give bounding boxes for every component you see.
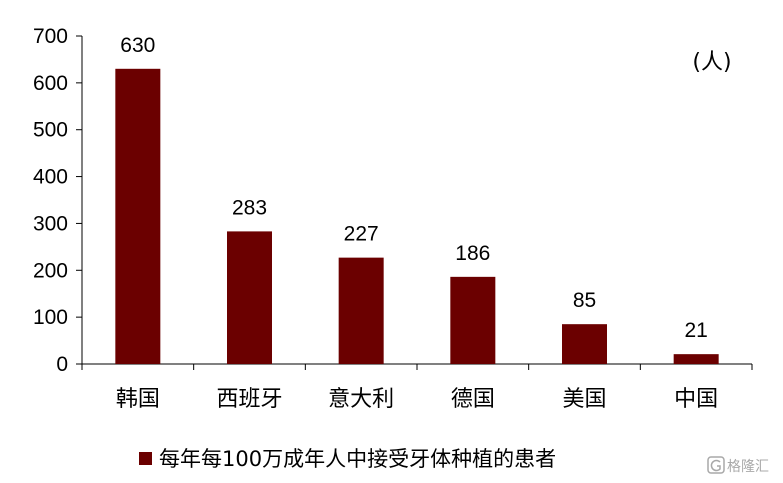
data-label: 85 <box>573 289 596 312</box>
bars <box>115 68 719 365</box>
y-tick-label: 100 <box>33 306 68 329</box>
data-labels: 630 283 227 186 85 21 <box>120 34 708 342</box>
y-tick-label: 400 <box>33 166 68 189</box>
watermark-text: 格隆汇 <box>727 459 769 475</box>
y-tick-label: 500 <box>33 119 68 142</box>
x-tick-label: 美国 <box>562 387 606 412</box>
x-tick-label: 西班牙 <box>216 387 282 412</box>
legend: 每年每100万成年人中接受牙体种植的患者 <box>139 447 556 471</box>
bar <box>673 354 719 364</box>
data-label: 283 <box>232 196 267 219</box>
bar <box>115 68 161 365</box>
unit-label: (人) <box>692 50 731 75</box>
bar <box>227 231 272 364</box>
bar <box>562 324 607 364</box>
x-tick-label: 韩国 <box>116 387 160 412</box>
legend-swatch <box>139 452 152 465</box>
data-label: 186 <box>455 242 490 265</box>
x-tick-label: 意大利 <box>328 387 394 412</box>
data-label: 630 <box>120 34 155 57</box>
y-tick-label: 700 <box>33 25 68 48</box>
legend-label: 每年每100万成年人中接受牙体种植的患者 <box>159 447 556 471</box>
x-tick-label: 德国 <box>451 387 495 412</box>
bar <box>450 276 496 364</box>
y-tick-label: 600 <box>33 72 68 95</box>
data-label: 227 <box>344 223 379 246</box>
x-tick-label: 中国 <box>674 387 718 412</box>
y-axis: 0 100 200 300 400 500 600 700 <box>33 25 83 376</box>
x-axis: 韩国 西班牙 意大利 德国 美国 中国 <box>81 363 753 412</box>
y-tick-label: 300 <box>33 212 68 235</box>
data-label: 21 <box>684 319 707 342</box>
y-tick-label: 200 <box>33 259 68 282</box>
bar <box>338 257 384 364</box>
watermark: 格隆汇 <box>707 456 769 475</box>
G-logo-icon <box>707 456 725 474</box>
y-tick-label: 0 <box>56 353 68 376</box>
